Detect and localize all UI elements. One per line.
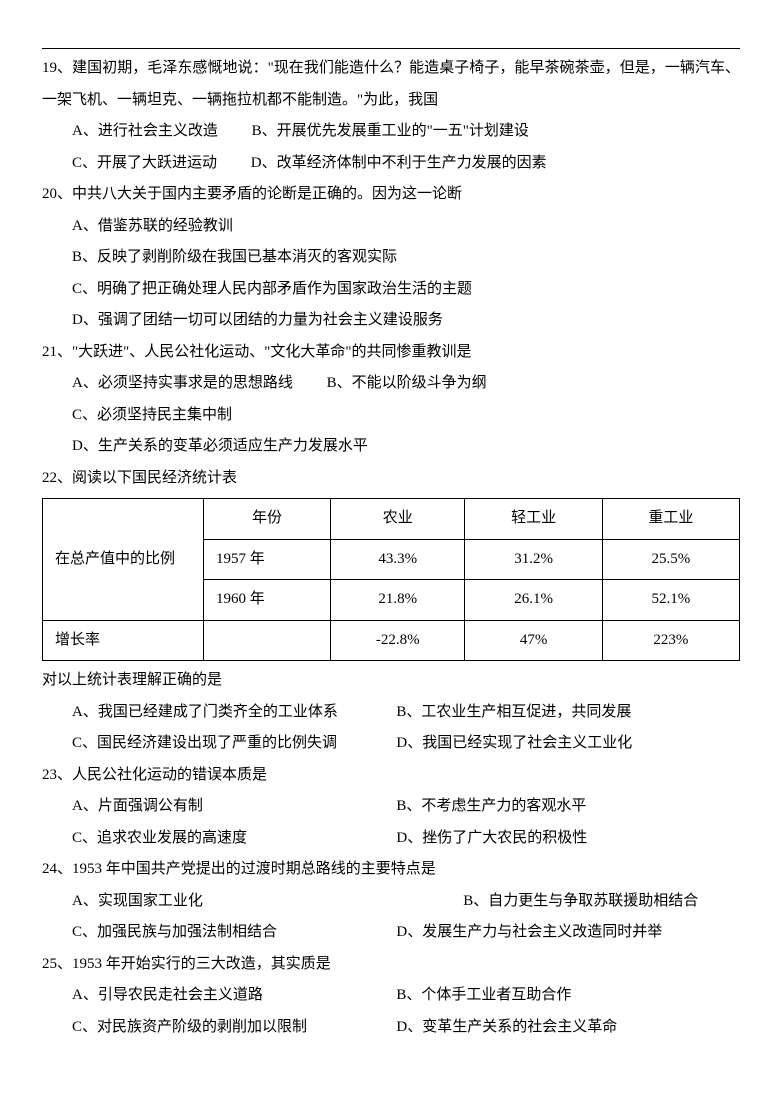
cell-1957-light: 31.2% [465,539,602,580]
page-top-rule [42,48,740,49]
cell-growth-light: 47% [465,620,602,661]
table-row: 增长率 -22.8% 47% 223% [43,620,740,661]
question-22-options-row1: A、我国已经建成了门类齐全的工业体系 B、工农业生产相互促进，共同发展 [42,697,740,729]
cell-1957-heavy: 25.5% [602,539,739,580]
cell-header-year: 年份 [204,499,331,540]
question-25-stem: 25、1953 年开始实行的三大改造，其实质是 [42,949,740,981]
cell-1960: 1960 年 [204,580,331,621]
question-23-options-row1: A、片面强调公有制 B、不考虑生产力的客观水平 [42,791,740,823]
q23-option-d: D、挫伤了广大农民的积极性 [396,823,717,855]
cell-growth-label: 增长率 [43,620,204,661]
q20-option-c: C、明确了把正确处理人民内部矛盾作为国家政治生活的主题 [42,274,740,306]
cell-1960-heavy: 52.1% [602,580,739,621]
q22-option-b: B、工农业生产相互促进，共同发展 [396,697,717,729]
q21-option-c: C、必须坚持民主集中制 [42,400,740,432]
q19-option-b: B、开展优先发展重工业的"一五"计划建设 [252,116,529,148]
question-25-options-row1: A、引导农民走社会主义道路 B、个体手工业者互助合作 [42,980,740,1012]
q23-option-a: A、片面强调公有制 [72,791,393,823]
q24-option-c: C、加强民族与加强法制相结合 [72,917,393,949]
q25-option-d: D、变革生产关系的社会主义革命 [396,1012,717,1044]
cell-1957-agri: 43.3% [331,539,465,580]
cell-header-agri: 农业 [331,499,465,540]
q24-option-a: A、实现国家工业化 [72,886,459,918]
question-21-stem: 21、"大跃进"、人民公社化运动、"文化大革命"的共同惨重教训是 [42,337,740,369]
q23-option-b: B、不考虑生产力的客观水平 [396,791,717,823]
cell-header-heavy: 重工业 [602,499,739,540]
question-19-options-row1: A、进行社会主义改造 B、开展优先发展重工业的"一五"计划建设 [42,116,740,148]
economy-stats-table: 在总产值中的比例 年份 农业 轻工业 重工业 1957 年 43.3% 31.2… [42,498,740,661]
q25-option-b: B、个体手工业者互助合作 [396,980,717,1012]
cell-1960-light: 26.1% [465,580,602,621]
question-22-stem: 22、阅读以下国民经济统计表 [42,463,740,495]
question-20-stem: 20、中共八大关于国内主要矛盾的论断是正确的。因为这一论断 [42,179,740,211]
q21-option-d: D、生产关系的变革必须适应生产力发展水平 [42,431,740,463]
question-19-options-row2: C、开展了大跃进运动 D、改革经济体制中不利于生产力发展的因素 [42,148,740,180]
question-23-options-row2: C、追求农业发展的高速度 D、挫伤了广大农民的积极性 [42,823,740,855]
question-22-sub: 对以上统计表理解正确的是 [42,665,740,697]
cell-ratio-label: 在总产值中的比例 [43,499,204,621]
q25-option-a: A、引导农民走社会主义道路 [72,980,393,1012]
question-23-stem: 23、人民公社化运动的错误本质是 [42,760,740,792]
q21-option-b: B、不能以阶级斗争为纲 [327,368,487,400]
question-25-options-row2: C、对民族资产阶级的剥削加以限制 D、变革生产关系的社会主义革命 [42,1012,740,1044]
q19-option-a: A、进行社会主义改造 [72,116,218,148]
table-row: 在总产值中的比例 年份 农业 轻工业 重工业 [43,499,740,540]
question-19-stem: 19、建国初期，毛泽东感慨地说："现在我们能造什么？能造桌子椅子，能早茶碗茶壶，… [42,53,740,116]
q22-option-a: A、我国已经建成了门类齐全的工业体系 [72,697,393,729]
q20-option-a: A、借鉴苏联的经验教训 [42,211,740,243]
cell-growth-agri: -22.8% [331,620,465,661]
cell-1960-agri: 21.8% [331,580,465,621]
q23-option-c: C、追求农业发展的高速度 [72,823,393,855]
q20-option-b: B、反映了剥削阶级在我国已基本消灭的客观实际 [42,242,740,274]
q25-option-c: C、对民族资产阶级的剥削加以限制 [72,1012,393,1044]
cell-growth-blank [204,620,331,661]
q22-option-c: C、国民经济建设出现了严重的比例失调 [72,728,393,760]
cell-growth-heavy: 223% [602,620,739,661]
q24-option-d: D、发展生产力与社会主义改造同时并举 [396,917,662,949]
q20-option-d: D、强调了团结一切可以团结的力量为社会主义建设服务 [42,305,740,337]
q19-option-d: D、改革经济体制中不利于生产力发展的因素 [251,148,547,180]
q22-option-d: D、我国已经实现了社会主义工业化 [396,728,717,760]
cell-header-light: 轻工业 [465,499,602,540]
question-21-options-row1: A、必须坚持实事求是的思想路线 B、不能以阶级斗争为纲 [42,368,740,400]
cell-1957: 1957 年 [204,539,331,580]
q19-option-c: C、开展了大跃进运动 [72,148,217,180]
q21-option-a: A、必须坚持实事求是的思想路线 [72,368,293,400]
q24-option-b: B、自力更生与争取苏联援助相结合 [463,886,698,918]
question-24-options-row1: A、实现国家工业化 B、自力更生与争取苏联援助相结合 [42,886,740,918]
question-22-options-row2: C、国民经济建设出现了严重的比例失调 D、我国已经实现了社会主义工业化 [42,728,740,760]
question-24-options-row2: C、加强民族与加强法制相结合 D、发展生产力与社会主义改造同时并举 [42,917,740,949]
question-24-stem: 24、1953 年中国共产党提出的过渡时期总路线的主要特点是 [42,854,740,886]
